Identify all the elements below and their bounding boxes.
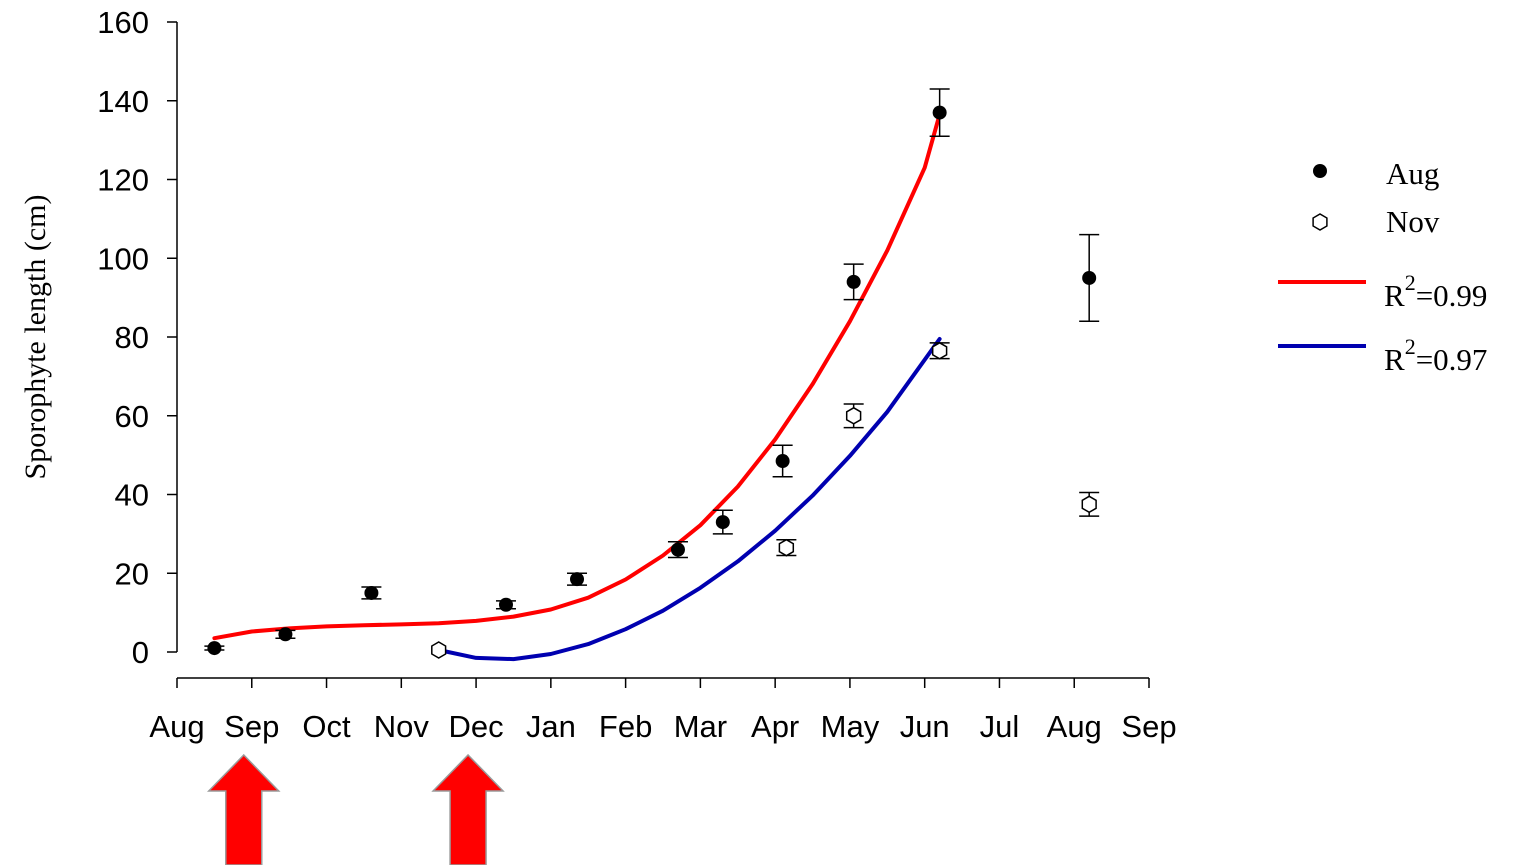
y-tick-label: 80	[115, 320, 149, 355]
legend-label: Nov	[1386, 204, 1440, 239]
fit-lines	[212, 112, 942, 662]
x-tick-label: Oct	[302, 709, 351, 744]
data-point	[845, 406, 862, 425]
data-point	[715, 515, 730, 530]
x-tick-label: May	[821, 709, 880, 744]
y-tick-label: 100	[97, 241, 149, 276]
legend-label: Aug	[1386, 156, 1439, 191]
axes: 0 20 40 60 80 100 120 140 160 Aug Sep Oct Nov Dec Jan F…	[97, 5, 1176, 744]
data-point	[932, 105, 947, 120]
y-tick-label: 60	[115, 399, 149, 434]
legend: Aug Nov R2=0.99 R2=0.97	[1278, 156, 1487, 377]
legend-marker	[1313, 164, 1327, 178]
y-tick-label: 0	[132, 635, 149, 670]
arrows	[206, 753, 505, 865]
y-axis-title: Sporophyte length (cm)	[19, 195, 52, 480]
data-point	[207, 641, 222, 656]
x-tick-label: Mar	[674, 709, 727, 744]
legend-label: R2=0.99	[1384, 270, 1487, 313]
x-tick-label: Jan	[526, 709, 576, 744]
data-points	[204, 88, 1100, 659]
data-point	[778, 538, 795, 557]
data-point	[431, 641, 447, 659]
data-point	[670, 542, 685, 557]
x-tick-label: Aug	[1047, 709, 1102, 744]
data-point	[1081, 495, 1097, 514]
x-tick-label: Apr	[751, 709, 799, 744]
x-tick-label: Jun	[900, 709, 950, 744]
x-tick-label: Sep	[1121, 709, 1176, 744]
red-arrow	[431, 753, 505, 865]
data-point	[775, 454, 790, 469]
fit-line	[436, 337, 942, 662]
y-tick-label: 160	[97, 5, 149, 40]
data-point	[278, 627, 293, 642]
data-point	[364, 585, 379, 600]
y-tick-label: 20	[115, 556, 149, 591]
x-tick-label: Sep	[224, 709, 279, 744]
x-tick-label: Dec	[449, 709, 504, 744]
x-tick-label: Jul	[980, 709, 1020, 744]
data-point	[846, 274, 861, 289]
data-point	[498, 597, 513, 612]
x-tick-label: Nov	[374, 709, 430, 744]
legend-marker	[1312, 213, 1328, 231]
y-tick-label: 40	[115, 478, 149, 513]
x-tick-label: Aug	[149, 709, 204, 744]
fit-line	[212, 112, 942, 641]
data-point	[1082, 270, 1097, 285]
data-point	[931, 341, 948, 360]
y-tick-label: 140	[97, 84, 149, 119]
data-point	[570, 572, 585, 587]
y-tick-label: 120	[97, 163, 149, 198]
red-arrow	[206, 753, 281, 865]
x-tick-label: Feb	[599, 709, 652, 744]
legend-label: R2=0.97	[1384, 334, 1487, 377]
